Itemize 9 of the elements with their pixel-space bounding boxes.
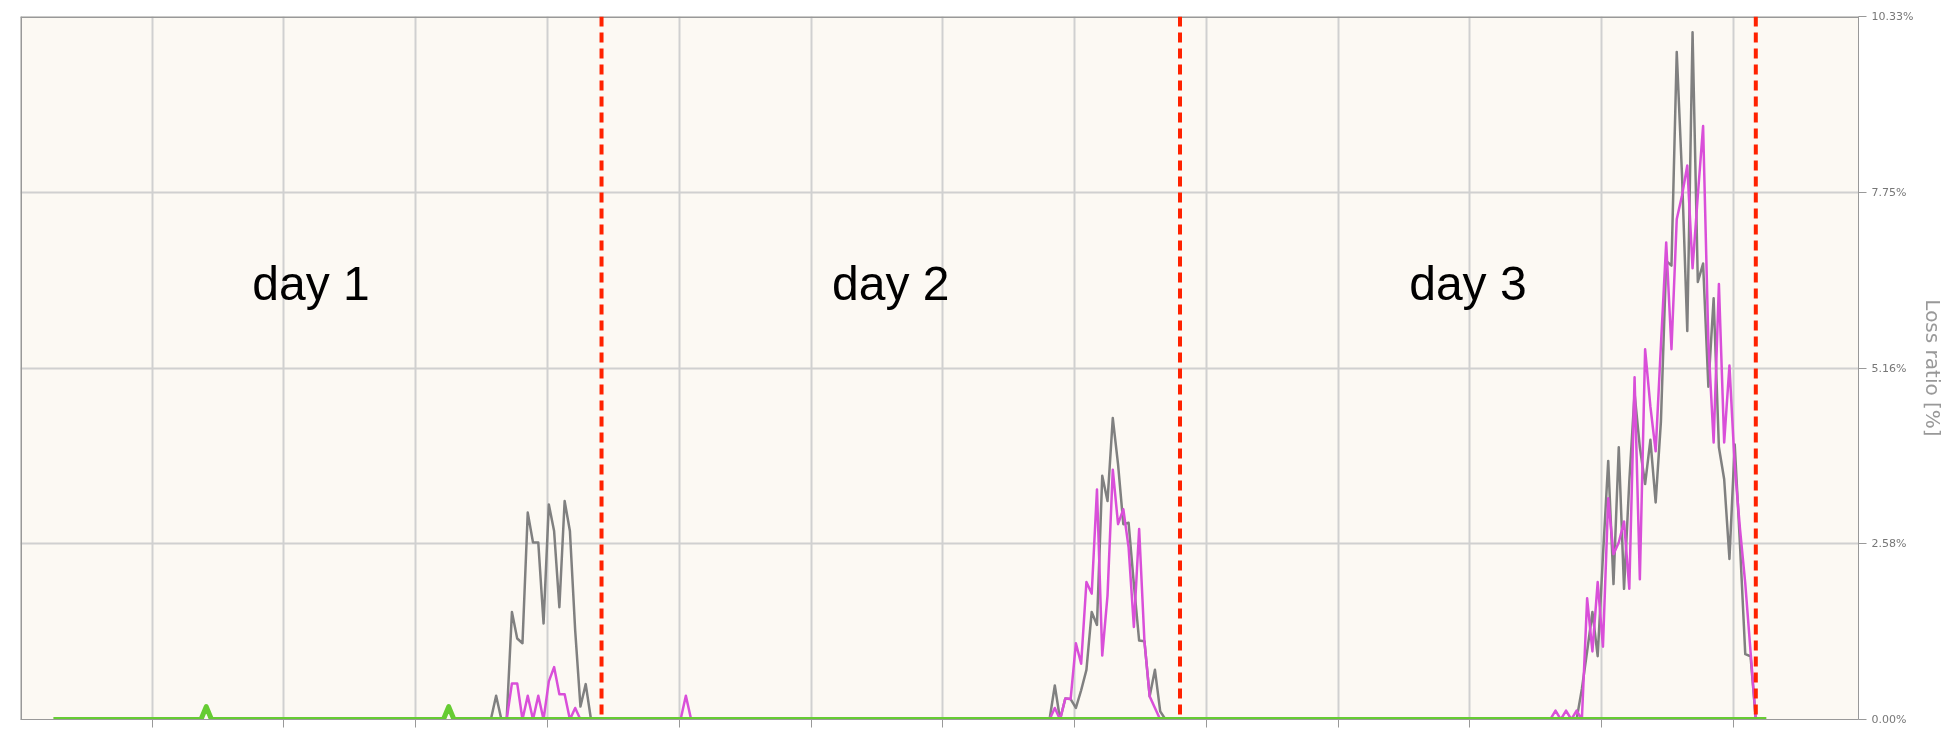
annotation: day 2 [832, 257, 950, 311]
y-tick-label: 5.16% [1871, 361, 1907, 375]
y-tick-label: 2.58% [1871, 537, 1907, 551]
annotation: day 1 [252, 257, 370, 311]
annotation: day 3 [1409, 257, 1527, 311]
y-tick-label: 7.75% [1871, 185, 1907, 199]
y-tick-label: 0.00% [1871, 713, 1907, 726]
y-tick-label: 10.33% [1871, 10, 1914, 23]
y-axis-title: Loss ratio [%] [1921, 299, 1946, 437]
